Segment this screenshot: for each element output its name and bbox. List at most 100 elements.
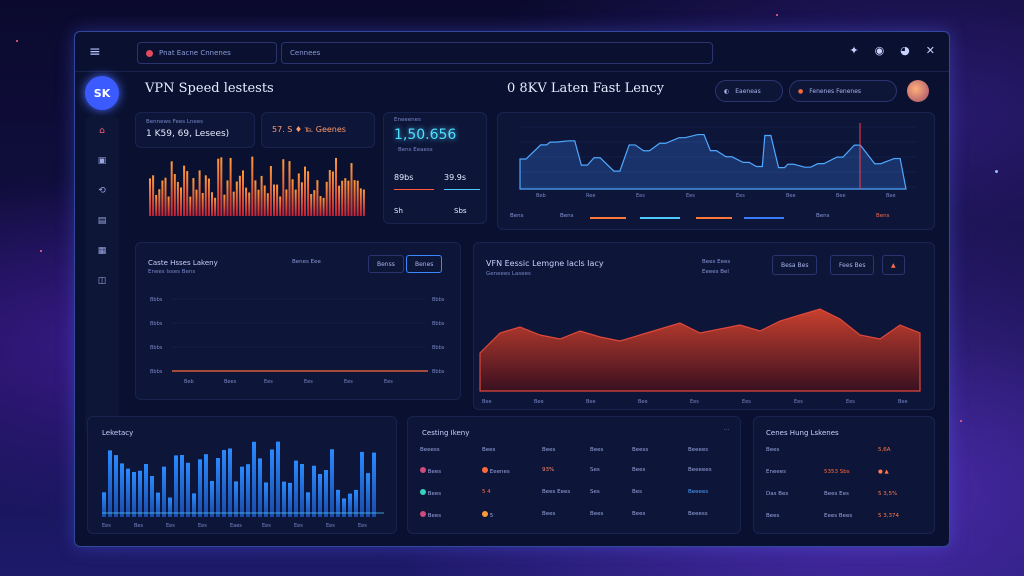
header-pill-1[interactable]: ◐ Eaeneas	[715, 80, 783, 102]
chart-subtitle: Geneees Lasees	[486, 271, 531, 277]
speed-bar	[322, 197, 325, 216]
speed-bar	[263, 185, 266, 216]
latency-bar	[204, 454, 208, 517]
x-tick-label: Ees	[198, 523, 207, 529]
speed-bar	[266, 193, 269, 216]
settings-icon[interactable]: ◉	[874, 44, 885, 57]
tab-1[interactable]: Benes Eee	[292, 259, 321, 265]
speed-bar	[304, 166, 306, 216]
list-item[interactable]: Bees Eees Bees 5 3,374	[766, 513, 922, 527]
speed-bar	[328, 170, 331, 216]
chip-4[interactable]: Fees Bes	[830, 255, 875, 275]
chart-title: Caste Hsses Lakeny	[148, 259, 218, 267]
tab-3[interactable]: Benes	[406, 255, 443, 273]
speed-bar	[344, 178, 347, 216]
latency-bar	[306, 492, 310, 517]
globe-icon[interactable]: ◕	[900, 44, 910, 57]
chip-3[interactable]: Besa Bes	[772, 255, 818, 275]
list-item[interactable]: Das Bes Bees Ees 5 3,5%	[766, 491, 922, 505]
latency-bar	[240, 466, 244, 517]
close-icon[interactable]: ✕	[925, 44, 935, 57]
speed-bar	[217, 158, 220, 216]
metric-value: 1,50.656	[394, 127, 457, 143]
stat-4: Sbs	[454, 207, 467, 215]
window-icon[interactable]: ◫	[97, 276, 107, 286]
x-tick-label: Ees	[326, 523, 335, 529]
badge-value: 57. S ♦ ℡ Geenes	[272, 125, 346, 134]
speed-bar	[192, 178, 195, 216]
speed-bar-chart	[149, 156, 365, 216]
page-title: VPN Speed lestests	[145, 81, 274, 96]
legend-label: Bens	[816, 213, 830, 219]
latency-bar	[144, 463, 148, 517]
chart-title: VFN Eessic Lemgne lacls Iacy	[486, 259, 604, 268]
search-input[interactable]: Cennees	[281, 42, 713, 64]
address-field[interactable]: Pnat Eacne Cnnenes	[137, 42, 277, 64]
grid-icon[interactable]: ▦	[97, 246, 107, 256]
latency-bar	[198, 459, 202, 517]
cell: Beeess	[688, 511, 708, 517]
cell: Ses	[590, 467, 600, 473]
chip-1[interactable]: Bees Eees	[702, 259, 731, 265]
section-title: 0 8KV Laten Fast Lency	[507, 81, 664, 96]
latency-bar	[180, 454, 184, 517]
row-dot-icon	[482, 511, 488, 517]
table-row[interactable]: Bees Eeenes 93% Ses Bees Beeeees	[420, 467, 728, 481]
window-controls: ✦ ◉ ◕ ✕	[849, 44, 935, 57]
menu-icon[interactable]: ≡	[89, 43, 101, 60]
speed-bar	[211, 192, 213, 216]
chip-5[interactable]: ▲	[882, 255, 905, 275]
x-tick-label: Ees	[736, 193, 745, 199]
speed-bar	[152, 175, 155, 216]
latency-bar	[132, 472, 136, 517]
list-icon[interactable]: ▤	[97, 216, 107, 226]
logo[interactable]: SK	[85, 76, 119, 110]
latency-bar	[126, 468, 130, 517]
home-icon[interactable]: ⌂	[99, 126, 105, 136]
x-tick-label: Ees	[636, 193, 645, 199]
speed-bar	[347, 180, 350, 216]
item-label: Das Bes	[766, 491, 789, 497]
star	[776, 14, 778, 16]
sparkle-icon[interactable]: ✦	[849, 44, 859, 57]
speed-bar	[229, 157, 232, 216]
latency-bar	[354, 489, 358, 517]
list-item[interactable]: Bees 5,6A	[766, 447, 922, 461]
y-tick-label: Bbbs	[432, 297, 445, 303]
avatar[interactable]	[907, 80, 929, 102]
pill-label: Fenenes Fenenes	[809, 87, 862, 95]
x-tick-label: Ees	[344, 379, 353, 385]
latency-bar	[246, 464, 250, 517]
speed-bar	[186, 171, 189, 216]
stat-1: 89bs	[394, 173, 414, 182]
speed-bar	[189, 196, 192, 216]
status-dot-icon	[146, 49, 153, 57]
speed-bar	[180, 187, 182, 216]
dashboard-icon[interactable]: ▣	[97, 156, 107, 166]
speed-bar	[276, 184, 279, 216]
more-icon[interactable]: ⋯	[724, 427, 730, 433]
header-pill-2[interactable]: ● Fenenes Fenenes	[789, 80, 897, 102]
latency-bar	[300, 464, 304, 517]
speed-bar	[260, 175, 263, 216]
speed-bar	[254, 180, 257, 216]
table-row[interactable]: Bees 5 4 Bees Eees Ses Bes Beeees	[420, 489, 728, 503]
search-placeholder: Cennees	[290, 49, 321, 57]
latency-bar	[324, 470, 328, 517]
latency-bar	[366, 473, 370, 517]
speed-bar	[356, 180, 359, 216]
speed-bar	[310, 194, 313, 216]
cell: Eeenes	[489, 469, 510, 475]
x-tick-label: Beb	[184, 379, 194, 385]
sync-icon[interactable]: ⟲	[98, 186, 106, 196]
tab-2[interactable]: Benss	[368, 255, 404, 273]
latency-bar	[360, 451, 364, 517]
latency-line-chart: Beb Ree Ees Ees Ees Bee Bee Bee	[519, 123, 916, 199]
cell: Bees	[542, 511, 556, 517]
table-row[interactable]: Bees 5 Bees Bees Bees Beeess	[420, 511, 728, 525]
stat-3: Sh	[394, 207, 403, 215]
chip-2[interactable]: Eeees Bel	[702, 269, 729, 275]
speed-bar	[220, 157, 223, 216]
col-header: Beeees	[688, 447, 709, 453]
list-item[interactable]: Eneees 5353 Sbs ● ▲	[766, 469, 922, 483]
